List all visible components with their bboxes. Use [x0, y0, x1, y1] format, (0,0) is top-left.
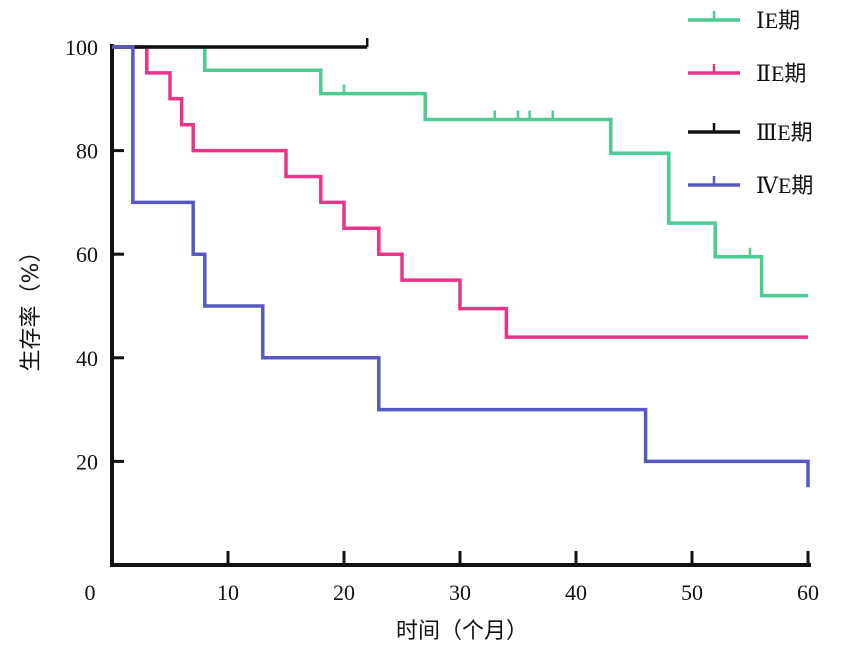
- x-tick-label: 10: [217, 580, 239, 605]
- x-tick-label: 60: [797, 580, 819, 605]
- y-axis-title: 生存率（%）: [19, 241, 44, 372]
- y-tick-label: 40: [76, 346, 98, 371]
- y-tick-label: 100: [65, 35, 98, 60]
- y-tick-label: 60: [76, 242, 98, 267]
- series-4: [112, 45, 810, 488]
- legend-item: ⅢE期: [688, 120, 813, 145]
- series-2: [112, 45, 808, 339]
- series-3: [112, 38, 369, 49]
- legend-item: ⅡE期: [688, 61, 806, 86]
- legend-label: ⅣE期: [756, 173, 813, 198]
- legend-label: ⅠE期: [756, 8, 800, 33]
- x-tick-label: 30: [449, 580, 471, 605]
- legend-label: ⅢE期: [756, 120, 813, 145]
- y-tick-label: 20: [76, 449, 98, 474]
- series-1: [112, 45, 808, 298]
- x-tick-label: 20: [333, 580, 355, 605]
- legend-label: ⅡE期: [756, 61, 806, 86]
- survival-curve: [112, 45, 810, 488]
- legend-item: ⅣE期: [688, 173, 813, 198]
- x-axis-title: 时间（个月）: [396, 619, 528, 644]
- y-tick-label: 80: [76, 139, 98, 164]
- survival-curve: [112, 45, 808, 298]
- x-tick-label: 40: [565, 580, 587, 605]
- legend-item: ⅠE期: [688, 8, 800, 33]
- survival-curve: [112, 45, 808, 339]
- x-tick-label: 0: [85, 580, 96, 605]
- x-tick-label: 50: [681, 580, 703, 605]
